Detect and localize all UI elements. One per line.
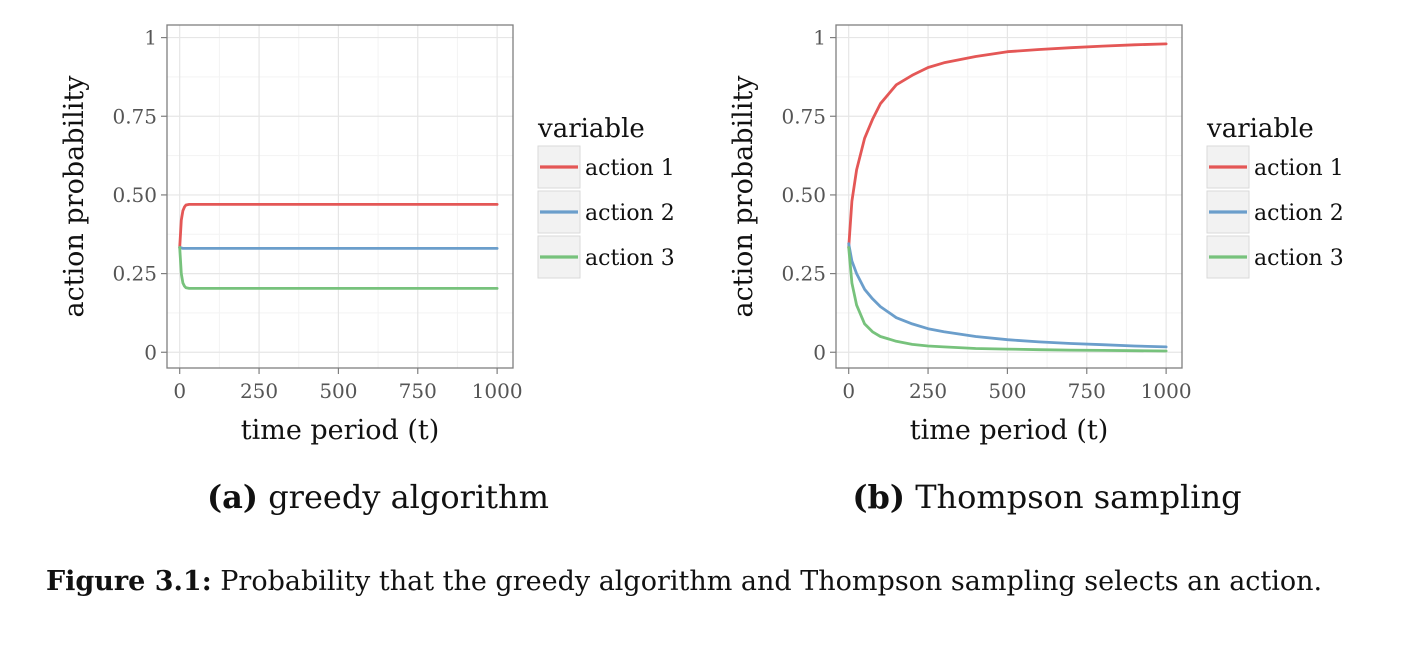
legend-label-action-1: action 1 [1254, 156, 1344, 181]
legend-label-action-3: action 3 [585, 246, 675, 271]
x-tick-label: 250 [909, 379, 947, 403]
series-line-action-2 [847, 242, 1168, 349]
subfigure-label: (b) Thompson sampling [852, 478, 1241, 516]
x-axis-title: time period (t) [241, 415, 440, 446]
y-axis-title: action probability [728, 75, 759, 318]
plot-border [166, 24, 514, 369]
subfigure-tag: (a) [207, 478, 258, 516]
x-tick-label: 750 [399, 379, 437, 403]
plot-background [836, 25, 1182, 368]
caption-text: Probability that the greedy algorithm an… [211, 566, 1323, 597]
subfigure-title: greedy algorithm [258, 478, 549, 516]
series-line-action-3 [178, 246, 499, 290]
x-tick-label: 500 [319, 379, 357, 403]
x-axis-title: time period (t) [910, 415, 1109, 446]
plot-border [835, 24, 1183, 369]
series-line-action-1 [847, 42, 1168, 249]
y-tick-label: 0 [144, 340, 157, 364]
x-tick-label: 750 [1068, 379, 1106, 403]
y-tick-label: 1 [813, 26, 826, 50]
x-tick-label: 0 [173, 379, 186, 403]
x-tick-label: 1000 [472, 379, 523, 403]
series-line-action-2 [178, 246, 499, 250]
legend-title: variable [1206, 114, 1314, 144]
subfigure-title: Thompson sampling [905, 478, 1242, 516]
series-line-action-3 [847, 246, 1168, 353]
y-tick-label: 0.25 [112, 262, 157, 286]
y-tick-label: 0.25 [781, 262, 826, 286]
legend-label-action-1: action 1 [585, 156, 675, 181]
y-tick-label: 0.50 [781, 183, 826, 207]
figure-caption: Figure 3.1: Probability that the greedy … [46, 563, 1386, 601]
y-tick-label: 0.75 [112, 104, 157, 128]
x-tick-label: 0 [842, 379, 855, 403]
subfigure-tag: (b) [852, 478, 905, 516]
legend-title: variable [537, 114, 645, 144]
subfigure-label: (a) greedy algorithm [207, 478, 549, 516]
x-tick-label: 250 [240, 379, 278, 403]
caption-label: Figure 3.1: [46, 566, 212, 597]
legend-label-action-2: action 2 [585, 201, 675, 226]
y-axis-title: action probability [59, 75, 90, 318]
legend-label-action-2: action 2 [1254, 201, 1344, 226]
y-tick-label: 1 [144, 26, 157, 50]
chart-panel-b: 0 250 500 750 1000 0 0.25 0.50 0.75 1 time period … [728, 24, 1344, 516]
y-tick-label: 0.75 [781, 104, 826, 128]
chart-panel-a: 0 250 500 750 1000 0 0.25 0.50 0.75 1 time period … [59, 24, 675, 516]
x-tick-label: 500 [988, 379, 1026, 403]
y-tick-label: 0.50 [112, 183, 157, 207]
figure-panels: 0 250 500 750 1000 0 0.25 0.50 0.75 1 time period … [59, 24, 1344, 516]
legend-label-action-3: action 3 [1254, 246, 1344, 271]
x-tick-label: 1000 [1141, 379, 1192, 403]
series-line-action-1 [178, 202, 499, 249]
y-tick-label: 0 [813, 340, 826, 364]
plot-background [167, 25, 513, 368]
